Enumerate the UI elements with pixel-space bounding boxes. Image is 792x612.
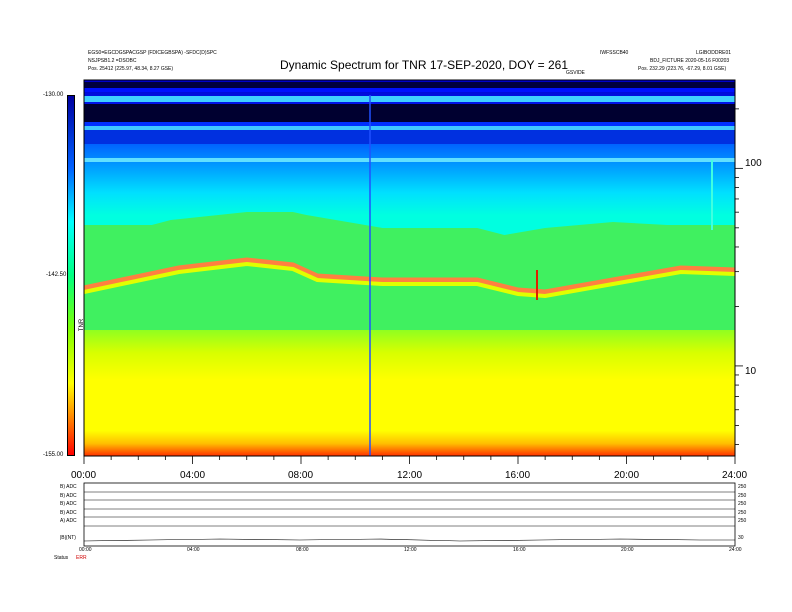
- x-tick-4: 16:00: [505, 470, 531, 481]
- lower-right-label-4: 250: [738, 510, 747, 516]
- lower-row-label-3: B) ADC: [60, 501, 77, 507]
- lower-x-tick-5: 20:00: [621, 547, 634, 553]
- colorbar-top-label: -130.00: [43, 92, 64, 98]
- lower-right-label-2: 250: [738, 493, 747, 499]
- lower-x-tick-1: 04:00: [187, 547, 200, 553]
- y-tick-100: 100: [745, 158, 762, 169]
- header-right-line3: BDJ_FICTURE 2020-05-16 F00203: [650, 58, 730, 64]
- x-tick-6: 24:00: [722, 470, 748, 481]
- x-tick-1: 04:00: [180, 470, 206, 481]
- colorbar-mid-label: -142.50: [46, 272, 67, 278]
- chart-title: Dynamic Spectrum for TNR 17-SEP-2020, DO…: [280, 58, 569, 72]
- lower-x-tick-6: 24:00: [729, 547, 742, 553]
- header-center-small: GSVIDE: [566, 70, 585, 76]
- cyan-band-2: [84, 126, 735, 130]
- yellow-region: [84, 330, 735, 456]
- lower-right-label-1: 250: [738, 484, 747, 490]
- y-tick-10: 10: [745, 366, 757, 377]
- cyan-band-1: [84, 96, 735, 102]
- x-tick-2: 08:00: [288, 470, 314, 481]
- header-right-line1: IWFSSCB40: [600, 50, 629, 56]
- lower-right-label-3: 250: [738, 501, 747, 507]
- lower-row-label-2: B) ADC: [60, 493, 77, 499]
- lower-x-tick-3: 12:00: [404, 547, 417, 553]
- header-left-line3: Pos. 25412 (225.97, 48.34, 8.27 GSE): [88, 66, 174, 72]
- x-tick-3: 12:00: [397, 470, 423, 481]
- field-magnitude-trace: [83, 538, 735, 542]
- lower-right-label-5: 250: [738, 518, 747, 524]
- yellow-edge: [83, 261, 736, 299]
- lower-panel-frame: [83, 482, 736, 547]
- lower-row-label-6: |B|(NT): [60, 535, 76, 541]
- colorbar-fill: [68, 96, 74, 455]
- header-left-line2: NSJPSB1.2 =DSOBC: [88, 58, 137, 64]
- lower-x-tick-2: 08:00: [296, 547, 309, 553]
- red-band: [83, 257, 736, 295]
- lower-row-label-1: B) ADC: [60, 484, 77, 490]
- x-tick-0: 00:00: [71, 470, 97, 481]
- header-right-line4: Pos. 232.29 (223.76, -67.29, 8.01 GSE): [638, 66, 727, 72]
- header-right-line2: LGIBODDRE01: [696, 50, 732, 56]
- status-label: Status: [54, 555, 69, 561]
- header-left-line1: EGS0=EGCDGSPACGSP (FDICEGBSPA) -SFDC(D)S…: [88, 50, 217, 56]
- x-tick-5: 20:00: [614, 470, 640, 481]
- colorbar-bottom-label: -155.00: [43, 452, 64, 458]
- colorbar: [67, 95, 75, 456]
- status-value: ERR: [76, 555, 87, 561]
- lower-row-label-5: A) ADC: [60, 518, 77, 524]
- cyan-band-3: [84, 158, 735, 162]
- lower-x-tick-0: 00:00: [79, 547, 92, 553]
- second-dark-band: [84, 104, 735, 122]
- lower-row-label-4: B) ADC: [60, 510, 77, 516]
- top-dark-band: [84, 82, 735, 88]
- lower-x-tick-4: 16:00: [513, 547, 526, 553]
- lower-right-label-6: 30: [738, 535, 744, 541]
